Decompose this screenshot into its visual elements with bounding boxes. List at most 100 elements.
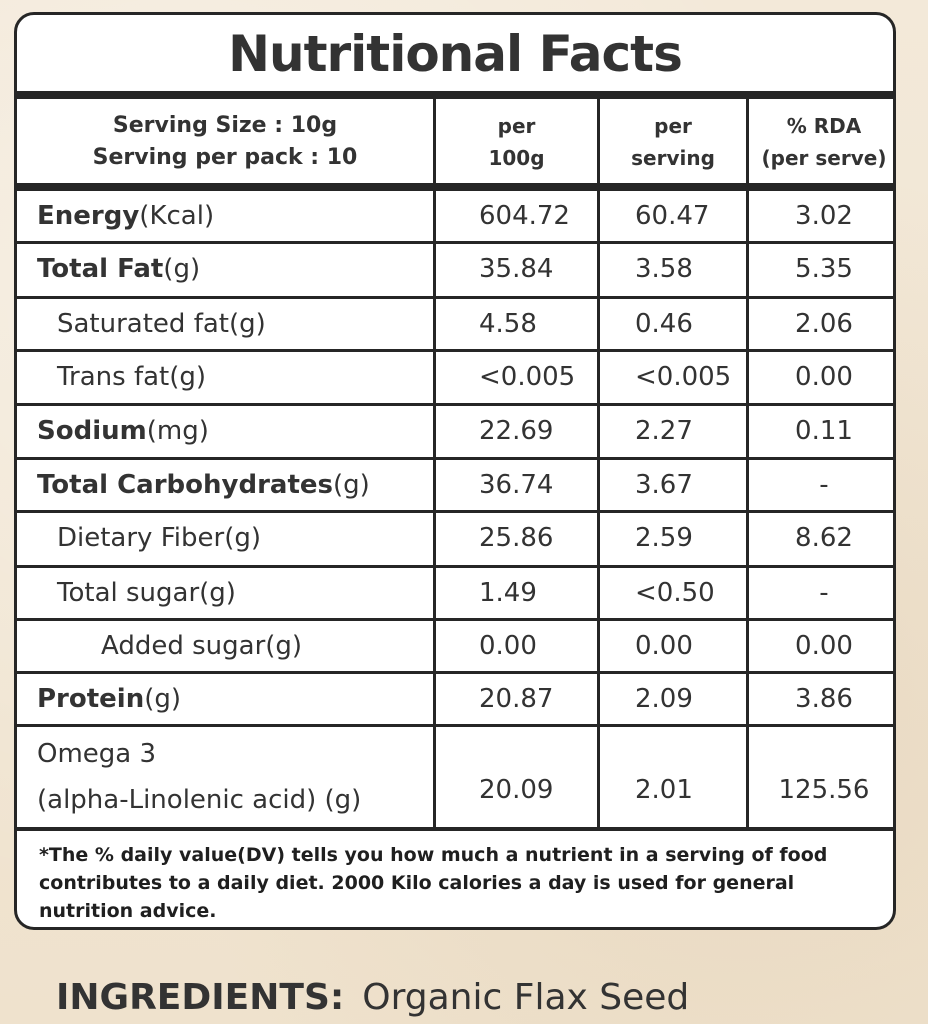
value-per-serving: <0.005	[635, 362, 732, 392]
value-per-100g: 36.74	[479, 470, 554, 500]
nutrient-row-dietary-fiber: Dietary Fiber (g) 25.86 2.59 8.62	[17, 513, 893, 563]
row-divider	[17, 565, 893, 568]
nutrient-label: Sodium (mg)	[17, 406, 453, 456]
value-per-100g: 1.49	[479, 578, 537, 608]
nutrient-name: Energy	[37, 201, 140, 231]
nutrition-facts-panel: Nutritional Facts Serving Size : 10g Ser…	[14, 12, 896, 930]
nutrient-row-protein: Protein (g) 20.87 2.09 3.86	[17, 674, 893, 724]
nutrient-unit: (g)	[144, 684, 182, 714]
value-per-serving: 2.01	[635, 775, 693, 805]
value-per-100g: 0.00	[479, 631, 537, 661]
ingredients-line: INGREDIENTS: Organic Flax Seed	[56, 972, 689, 1022]
value-per-serving: 60.47	[635, 201, 710, 231]
column-divider	[597, 99, 600, 829]
nutrient-unit: (g)	[199, 578, 236, 608]
value-per-100g: 20.09	[479, 775, 554, 805]
value-per-100g: 35.84	[479, 254, 554, 284]
nutrient-name: Saturated fat	[57, 309, 229, 339]
ingredients-label: INGREDIENTS:	[56, 976, 345, 1018]
value-per-100g: 22.69	[479, 416, 554, 446]
value-per-100g: <0.005	[479, 362, 576, 392]
value-rda: 3.86	[795, 684, 853, 714]
column-header-rda-line2: (per serve)	[761, 146, 887, 170]
nutrient-row-total-fat: Total Fat (g) 35.84 3.58 5.35	[17, 244, 893, 294]
value-per-serving: 0.46	[635, 309, 693, 339]
value-per-serving: 2.09	[635, 684, 693, 714]
nutrient-unit: (g)	[224, 523, 261, 553]
column-header-per-serving: per serving	[600, 103, 746, 181]
row-divider	[17, 296, 893, 299]
value-rda: 3.02	[795, 201, 853, 231]
serving-size: Serving Size : 10g	[112, 113, 338, 138]
row-divider	[17, 241, 893, 244]
nutrient-unit: (g)	[265, 631, 303, 661]
nutrient-name: Total Carbohydrates	[37, 470, 333, 500]
value-per-serving: 0.00	[635, 631, 693, 661]
value-rda: 5.35	[795, 254, 853, 284]
row-divider	[17, 618, 893, 621]
nutrient-label: Energy (Kcal)	[17, 191, 453, 241]
value-per-100g: 20.87	[479, 684, 554, 714]
nutrient-name: Total Fat	[37, 254, 164, 284]
row-divider	[17, 724, 893, 727]
nutrient-unit: (Kcal)	[139, 201, 215, 231]
nutrient-row-total-carbohydrates: Total Carbohydrates (g) 36.74 3.67 -	[17, 460, 893, 510]
row-divider	[17, 510, 893, 513]
footer-divider	[17, 827, 893, 831]
column-divider	[433, 99, 436, 829]
nutrient-unit: (mg)	[146, 416, 209, 446]
value-rda: 0.11	[795, 416, 853, 446]
value-per-100g: 25.86	[479, 523, 554, 553]
nutrient-unit: (g)	[228, 309, 266, 339]
row-divider	[17, 457, 893, 460]
column-header-per-100g-line2: 100g	[488, 146, 545, 170]
nutrient-row-total-sugar: Total sugar (g) 1.49 <0.50 -	[17, 568, 893, 618]
nutrient-name: Protein	[37, 684, 145, 714]
nutrient-row-sodium: Sodium (mg) 22.69 2.27 0.11	[17, 406, 893, 456]
column-header-per-serving-line2: serving	[631, 146, 715, 170]
column-header-per-100g: per 100g	[436, 103, 597, 181]
nutrient-row-trans-fat: Trans fat (g) <0.005 <0.005 0.00	[17, 352, 893, 402]
value-per-100g: 604.72	[479, 201, 570, 231]
daily-value-footnote: *The % daily value(DV) tells you how muc…	[39, 844, 828, 922]
value-per-serving: 2.59	[635, 523, 693, 553]
row-divider	[17, 671, 893, 674]
nutrient-label: Omega 3 (alpha-Linolenic acid) (g)	[37, 727, 433, 827]
nutrient-name: Added sugar	[101, 631, 266, 661]
nutrient-unit: (g)	[163, 254, 201, 284]
header-divider	[17, 183, 893, 191]
column-header-rda: % RDA (per serve)	[749, 103, 893, 181]
nutrient-label: Trans fat (g)	[17, 352, 473, 402]
value-rda: -	[819, 470, 829, 500]
omega-label-line1: Omega 3	[37, 739, 157, 769]
nutrient-name: Total sugar	[57, 578, 200, 608]
nutrient-label: Added sugar (g)	[17, 621, 517, 671]
column-header-per-serving-line1: per	[654, 114, 692, 138]
nutrient-unit: (g)	[332, 470, 370, 500]
serving-per-pack: Serving per pack : 10	[92, 145, 358, 170]
value-per-serving: <0.50	[635, 578, 715, 608]
ingredients-value: Organic Flax Seed	[362, 976, 690, 1018]
nutrient-name: Trans fat	[57, 362, 170, 392]
serving-info: Serving Size : 10g Serving per pack : 10	[17, 103, 433, 181]
panel-title: Nutritional Facts	[228, 25, 683, 83]
column-divider	[746, 99, 749, 829]
nutrient-row-energy: Energy (Kcal) 604.72 60.47 3.02	[17, 191, 893, 241]
value-rda: 8.62	[795, 523, 853, 553]
nutrient-label: Dietary Fiber (g)	[17, 513, 473, 563]
nutrient-label: Saturated fat (g)	[17, 299, 473, 349]
nutrient-label: Total Fat (g)	[17, 244, 453, 294]
value-per-serving: 3.67	[635, 470, 693, 500]
row-divider	[17, 349, 893, 352]
nutrient-name: Sodium	[37, 416, 147, 446]
value-rda: -	[819, 578, 829, 608]
row-divider	[17, 403, 893, 406]
value-per-serving: 2.27	[635, 416, 693, 446]
nutrient-name: Dietary Fiber	[57, 523, 225, 553]
title-divider	[17, 91, 893, 99]
column-header-rda-line1: % RDA	[786, 114, 862, 138]
nutrient-unit: (g)	[169, 362, 207, 392]
nutrient-label: Total Carbohydrates (g)	[17, 460, 453, 510]
value-rda: 2.06	[795, 309, 853, 339]
value-rda: 0.00	[795, 362, 853, 392]
